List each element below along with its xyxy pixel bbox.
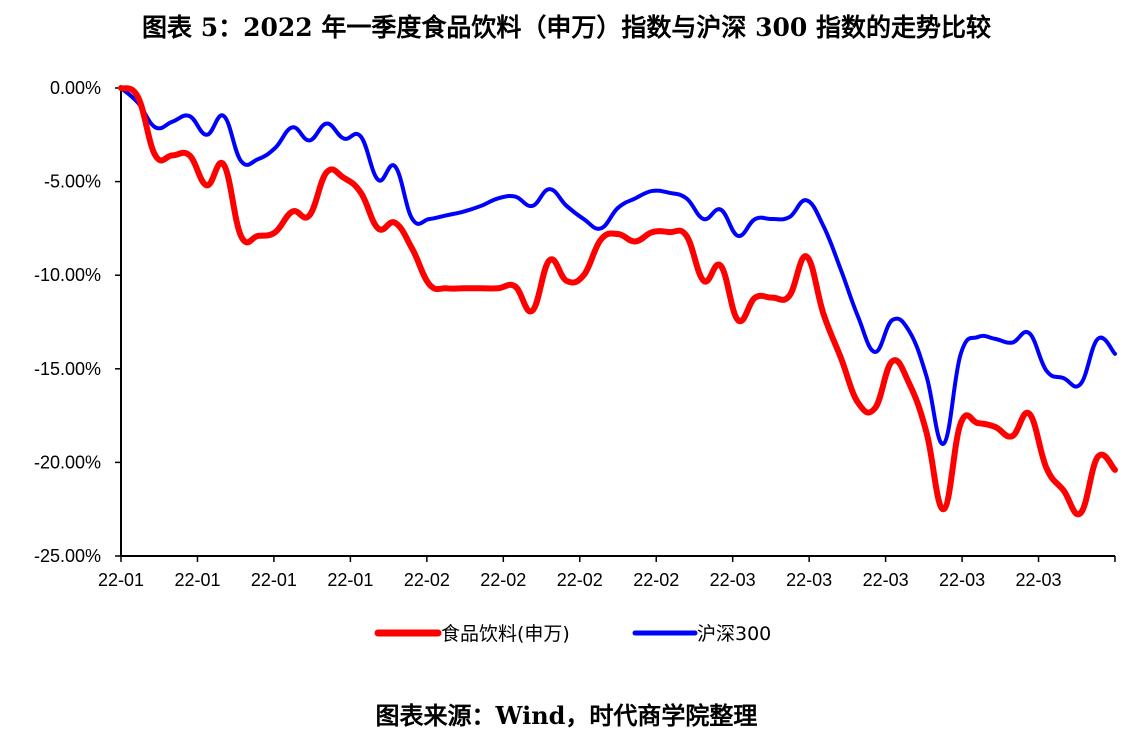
series-line-csi300 xyxy=(119,86,1117,446)
chart-title: 图表 5：2022 年一季度食品饮料（申万）指数与沪深 300 指数的走势比较 xyxy=(142,13,991,42)
y-tick-label: -15.00% xyxy=(34,359,101,379)
x-tick-label: 22-02 xyxy=(557,570,603,590)
y-tick-label: -25.00% xyxy=(34,546,101,566)
series-lines xyxy=(118,85,1118,518)
x-tick-label: 22-02 xyxy=(480,570,526,590)
legend-label: 沪深300 xyxy=(697,623,771,645)
legend-label: 食品饮料(申万) xyxy=(441,623,570,645)
series-line-food-beverage xyxy=(118,85,1118,518)
x-tick-label: 22-03 xyxy=(863,570,909,590)
line-chart: 0.00%-5.00%-10.00%-15.00%-20.00%-25.00% … xyxy=(34,78,1118,645)
y-tick-label: -5.00% xyxy=(44,172,101,192)
y-tick-label: -10.00% xyxy=(34,265,101,285)
x-tick-label: 22-02 xyxy=(633,570,679,590)
x-tick-label: 22-01 xyxy=(327,570,373,590)
legend: 食品饮料(申万) 沪深300 xyxy=(374,623,771,645)
y-tick-label: 0.00% xyxy=(50,78,101,98)
x-tick-label: 22-01 xyxy=(174,570,220,590)
x-tick-label: 22-01 xyxy=(251,570,297,590)
x-tick-label: 22-03 xyxy=(1016,570,1062,590)
x-tick-label: 22-03 xyxy=(710,570,756,590)
chart-axes xyxy=(115,87,1116,562)
x-tick-label: 22-02 xyxy=(404,570,450,590)
y-axis-labels: 0.00% -5.00% -10.00% -15.00% -20.00% -25.00% xyxy=(34,78,101,566)
y-tick-label: -20.00% xyxy=(34,452,101,472)
x-tick-label: 22-03 xyxy=(939,570,985,590)
x-tick-label: 22-03 xyxy=(786,570,832,590)
x-tick-label: 22-01 xyxy=(98,570,144,590)
x-axis-labels: 22-01 22-01 22-01 22-01 22-02 22-02 22-02 22-02… xyxy=(98,570,1062,590)
chart-source-note: 图表来源：Wind，时代商学院整理 xyxy=(375,701,758,730)
